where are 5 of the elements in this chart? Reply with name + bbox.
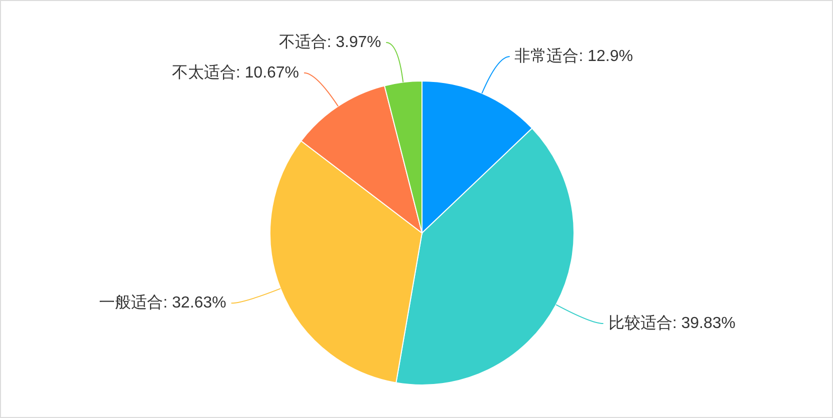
slice-label: 不太适合: 10.67%	[172, 63, 300, 82]
slice-label: 非常适合: 12.9%	[514, 47, 633, 66]
slice-label: 不适合: 3.97%	[278, 32, 382, 51]
slice-label: 比较适合: 39.83%	[608, 314, 736, 332]
slice-label: 一般适合: 32.63%	[99, 294, 226, 312]
